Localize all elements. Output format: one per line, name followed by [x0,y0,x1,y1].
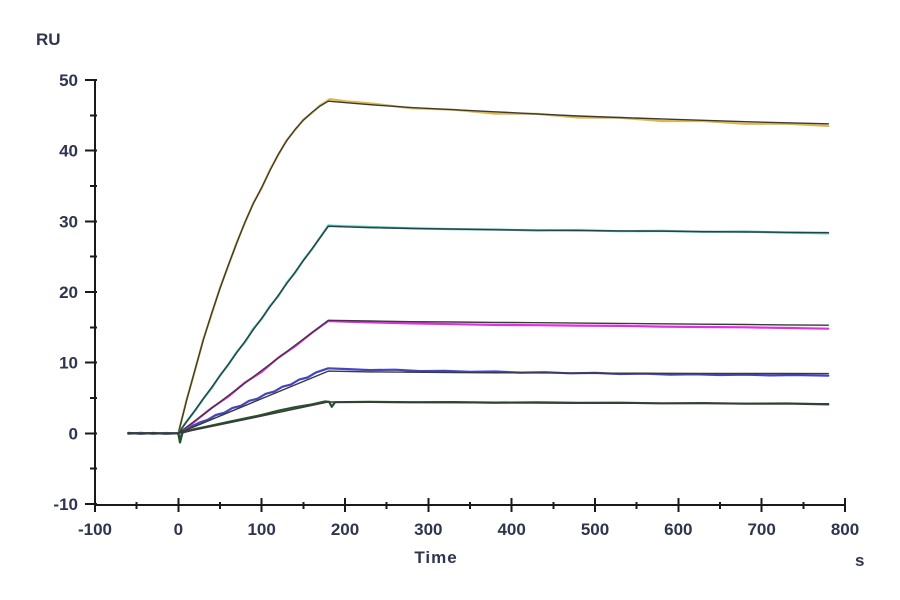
fit-line-fit-level-47RU [127,100,829,434]
fit-line-fit-level-29RU [127,225,829,434]
x-tick-label: 0 [174,520,183,539]
y-tick-label: 40 [59,142,78,161]
x-tick-label: 300 [414,520,442,539]
y-axis-unit-label: RU [36,30,61,49]
x-tick-label: 500 [581,520,609,539]
x-axis-title: Time [414,548,458,567]
y-tick-label: -10 [53,495,78,514]
fit-line-fit-level-9RU [127,370,829,434]
y-tick-label: 20 [59,283,78,302]
x-tick-label: 400 [497,520,525,539]
y-tick-label: 50 [59,71,78,90]
fit-line-fit-level-4RU [127,401,829,434]
x-tick-label: -100 [78,520,112,539]
y-tick-label: 30 [59,212,78,231]
x-tick-label: 600 [664,520,692,539]
y-tick-label: 10 [59,354,78,373]
x-tick-label: 700 [747,520,775,539]
fit-line-fit-level-16RU [127,319,829,434]
x-tick-label: 800 [831,520,859,539]
data-line-sensorgram-level-47RU [127,97,830,435]
x-tick-label: 200 [331,520,359,539]
x-axis-unit-label: s [855,551,865,570]
x-tick-label: 100 [247,520,275,539]
y-tick-label: 0 [69,424,78,443]
